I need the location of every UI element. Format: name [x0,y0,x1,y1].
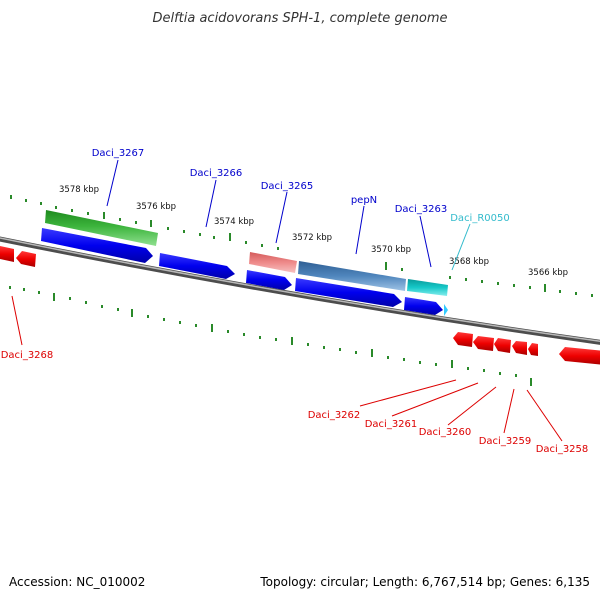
accession-text: Accession: NC_010002 [9,575,145,589]
genome-summary-text: Topology: circular; Length: 6,767,514 bp… [259,575,590,589]
genome-backbone-highlight [0,237,600,343]
gene-label-daci-3266[interactable]: Daci_3266 [190,168,243,179]
daci-3265-cds[interactable] [159,253,235,279]
daci-3267-feature[interactable] [45,210,158,246]
position-label: 3568 kbp [449,257,489,267]
daci-3265-feature[interactable] [249,252,297,273]
position-label: 3578 kbp [59,185,99,195]
gene-labels: Daci_3267 Daci_3266 Daci_3265 pepN Daci_… [1,148,589,455]
daci-3260-cds[interactable] [494,338,511,353]
forward-outer-track [45,210,448,296]
daci-3266-cds[interactable] [41,228,153,263]
leader-line [391,382,479,417]
daci-r0050-rna[interactable] [444,304,448,316]
forward-cds-track [41,228,448,316]
position-label: 3574 kbp [214,217,254,227]
position-label: 3570 kbp [371,245,411,255]
daci-3262-cds[interactable] [453,332,473,347]
genome-backbone [0,236,600,345]
map-title: Delftia acidovorans SPH-1, complete geno… [152,11,447,26]
leader-line [503,388,515,434]
gene-label-daci-3259[interactable]: Daci_3259 [479,436,532,447]
leader-line [447,386,497,426]
daci-3261-cds[interactable] [473,336,494,351]
daci-r0050-cds[interactable] [404,297,443,315]
forward-scale-ticks [10,195,593,297]
position-label: 3572 kbp [292,233,332,243]
gene-label-daci-r0050[interactable]: Daci_R0050 [450,213,510,224]
daci-3268-cds-a[interactable] [0,246,14,262]
leader-line [205,179,217,228]
daci-3259-cds-a[interactable] [512,341,527,355]
leader-line [355,205,365,255]
leader-line [419,215,432,268]
gene-label-daci-3268[interactable]: Daci_3268 [1,350,54,361]
daci-3268-cds-b[interactable] [16,251,36,267]
gene-label-daci-3262[interactable]: Daci_3262 [308,410,361,421]
gene-label-daci-3258[interactable]: Daci_3258 [536,444,589,455]
reverse-scale-ticks [9,286,532,386]
gene-label-daci-3265[interactable]: Daci_3265 [261,181,314,192]
pepn-feature[interactable] [298,261,406,291]
daci-3263-cds[interactable] [295,278,402,307]
gene-label-daci-3263[interactable]: Daci_3263 [395,204,448,215]
position-label: 3576 kbp [136,202,176,212]
leader-line [451,223,471,271]
position-label: 3566 kbp [528,268,568,278]
leader-lines [11,159,563,442]
reverse-cds-track [0,246,600,365]
daci-3259-cds-b[interactable] [528,343,538,356]
pepn-cds[interactable] [246,270,292,290]
leader-line [106,159,119,207]
gene-label-daci-3260[interactable]: Daci_3260 [419,427,472,438]
gene-label-pepn[interactable]: pepN [351,195,377,206]
leader-line [11,295,23,346]
leader-line [359,379,457,407]
leader-line [275,191,288,244]
gene-label-daci-3267[interactable]: Daci_3267 [92,148,145,159]
position-labels: 3578 kbp 3576 kbp 3574 kbp 3572 kbp 3570… [59,185,568,278]
daci-3258-cds[interactable] [559,347,600,365]
gene-label-daci-3261[interactable]: Daci_3261 [365,419,418,430]
leader-line [526,389,563,442]
daci-3263-feature[interactable] [407,279,448,296]
